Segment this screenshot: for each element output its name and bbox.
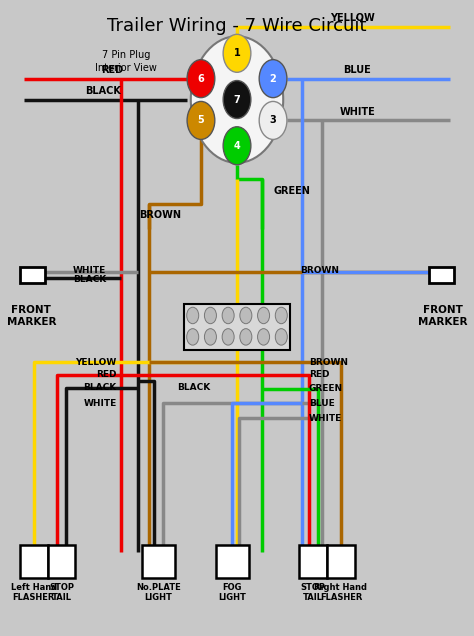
Text: 1: 1 <box>234 48 240 59</box>
Text: WHITE: WHITE <box>339 107 375 116</box>
Text: WHITE: WHITE <box>83 399 117 408</box>
Circle shape <box>257 307 270 324</box>
Text: BLACK: BLACK <box>177 383 210 392</box>
Circle shape <box>275 329 287 345</box>
Circle shape <box>223 127 251 165</box>
Text: BLACK: BLACK <box>83 383 117 392</box>
FancyBboxPatch shape <box>20 544 47 577</box>
Text: BLUE: BLUE <box>343 65 371 75</box>
Text: WHITE: WHITE <box>73 266 106 275</box>
Text: YELLOW: YELLOW <box>330 13 375 23</box>
FancyBboxPatch shape <box>327 544 355 577</box>
Text: BROWN: BROWN <box>300 266 338 275</box>
Circle shape <box>240 329 252 345</box>
Text: No.PLATE
LIGHT: No.PLATE LIGHT <box>136 583 181 602</box>
FancyBboxPatch shape <box>216 544 248 577</box>
Text: RED: RED <box>309 371 329 380</box>
Text: STOP
TAIL: STOP TAIL <box>301 583 326 602</box>
Text: FRONT
MARKER: FRONT MARKER <box>418 305 467 327</box>
Text: 6: 6 <box>198 74 204 84</box>
Circle shape <box>222 329 234 345</box>
Circle shape <box>240 307 252 324</box>
Text: BLACK: BLACK <box>85 86 121 96</box>
Text: WHITE: WHITE <box>309 413 342 422</box>
Text: Trailer Wiring - 7 Wire Circuit: Trailer Wiring - 7 Wire Circuit <box>107 17 367 35</box>
Text: Right Hand
FLASHER: Right Hand FLASHER <box>314 583 367 602</box>
Circle shape <box>222 307 234 324</box>
Text: BROWN: BROWN <box>139 211 182 221</box>
Circle shape <box>259 60 287 98</box>
Circle shape <box>187 329 199 345</box>
Text: RED: RED <box>101 65 123 75</box>
Circle shape <box>187 101 215 139</box>
Text: 5: 5 <box>198 116 204 125</box>
Text: BROWN: BROWN <box>309 358 347 367</box>
Text: 7 Pin Plug
Interior View: 7 Pin Plug Interior View <box>95 50 157 73</box>
FancyBboxPatch shape <box>142 544 174 577</box>
Circle shape <box>257 329 270 345</box>
Circle shape <box>187 307 199 324</box>
Circle shape <box>204 307 217 324</box>
FancyBboxPatch shape <box>20 267 45 283</box>
Text: BLUE: BLUE <box>309 399 334 408</box>
Text: YELLOW: YELLOW <box>75 358 117 367</box>
Text: GREEN: GREEN <box>273 186 310 197</box>
Text: Left Hand
FLASHER: Left Hand FLASHER <box>10 583 57 602</box>
Circle shape <box>275 307 287 324</box>
Text: RED: RED <box>96 371 117 380</box>
Circle shape <box>187 60 215 98</box>
Text: STOP
TAIL: STOP TAIL <box>49 583 74 602</box>
Circle shape <box>191 36 283 163</box>
Text: 3: 3 <box>270 116 276 125</box>
Circle shape <box>223 34 251 73</box>
FancyBboxPatch shape <box>429 267 454 283</box>
Text: 7: 7 <box>234 95 240 104</box>
Text: 2: 2 <box>270 74 276 84</box>
Text: GREEN: GREEN <box>309 384 343 394</box>
Text: 4: 4 <box>234 141 240 151</box>
FancyBboxPatch shape <box>184 304 290 350</box>
FancyBboxPatch shape <box>47 544 75 577</box>
FancyBboxPatch shape <box>300 544 327 577</box>
Circle shape <box>259 101 287 139</box>
Text: FOG
LIGHT: FOG LIGHT <box>219 583 246 602</box>
Circle shape <box>204 329 217 345</box>
Text: FRONT
MARKER: FRONT MARKER <box>7 305 56 327</box>
Circle shape <box>223 81 251 118</box>
Text: BLACK: BLACK <box>73 275 106 284</box>
